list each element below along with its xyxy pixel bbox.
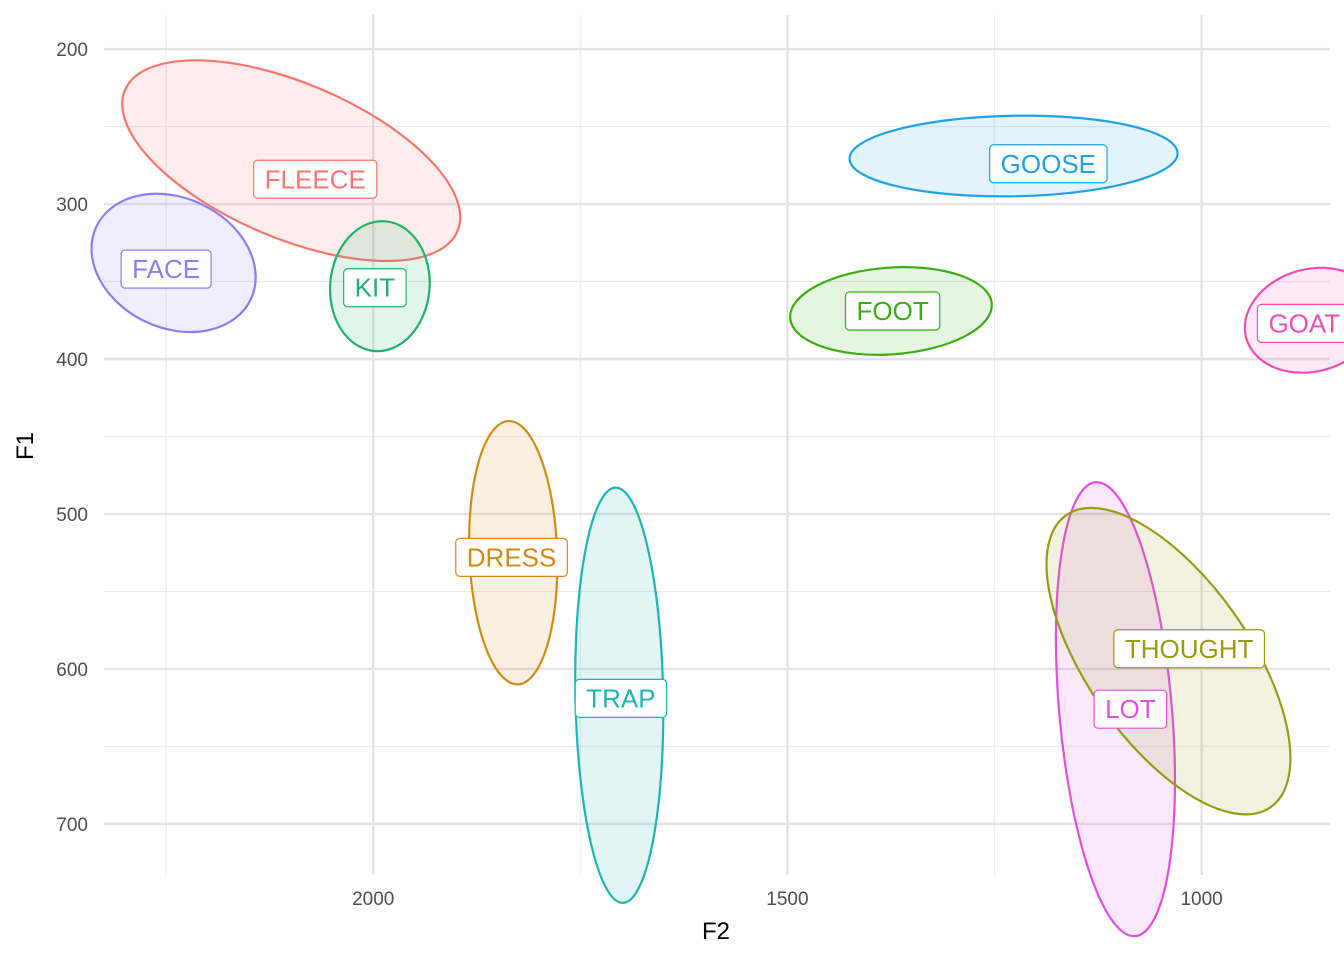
label-box [1256, 303, 1344, 343]
label-text: TRAP [586, 683, 655, 713]
y-tick-label: 300 [56, 195, 88, 216]
label-kit: KIT [343, 268, 407, 308]
label-goat: GOAT [1256, 303, 1344, 343]
y-tick-label: 500 [56, 505, 88, 526]
y-tick-label: 600 [56, 660, 88, 681]
label-trap: TRAP [574, 678, 668, 718]
x-tick-label: 1500 [766, 889, 808, 910]
x-tick-label: 1000 [1180, 889, 1222, 910]
label-text: GOOSE [1001, 149, 1096, 179]
label-text: FOOT [857, 296, 929, 326]
x-tick-label: 2000 [352, 889, 394, 910]
label-text: LOT [1105, 694, 1156, 724]
label-fleece: FLEECE [253, 159, 378, 199]
label-text: FLEECE [265, 164, 366, 194]
label-box [1113, 629, 1266, 669]
vowel-ellipses [90, 59, 1344, 938]
label-text: KIT [355, 273, 396, 303]
label-text: FACE [132, 254, 200, 284]
label-text: THOUGHT [1125, 634, 1254, 664]
label-text: GOAT [1268, 308, 1340, 338]
label-box [120, 249, 212, 289]
label-foot: FOOT [844, 291, 941, 331]
label-box [1093, 689, 1168, 729]
vowel-labels: FLEECE FACE KIT GOOSE FOOT GOAT DRESS TRAP LOT TH… [120, 144, 1344, 729]
grid-major [104, 15, 1330, 875]
label-dress: DRESS [455, 537, 568, 577]
label-goose: GOOSE [989, 144, 1108, 184]
y-axis-title: F1 [12, 432, 39, 460]
label-lot: LOT [1093, 689, 1168, 729]
label-box [574, 678, 668, 718]
y-tick-label: 200 [56, 40, 88, 61]
label-box [455, 537, 568, 577]
label-box [989, 144, 1108, 184]
y-axis-ticks: 200 300 400 500 600 700 [56, 40, 88, 836]
x-axis-ticks: 2000 1500 1000 [352, 889, 1223, 910]
label-face: FACE [120, 249, 212, 289]
y-tick-label: 700 [56, 815, 88, 836]
y-tick-label: 400 [56, 350, 88, 371]
x-axis-title: F2 [702, 918, 730, 945]
label-box [343, 268, 407, 308]
label-box [844, 291, 941, 331]
label-text: DRESS [467, 542, 557, 572]
label-box [253, 159, 378, 199]
label-thought: THOUGHT [1113, 629, 1266, 669]
